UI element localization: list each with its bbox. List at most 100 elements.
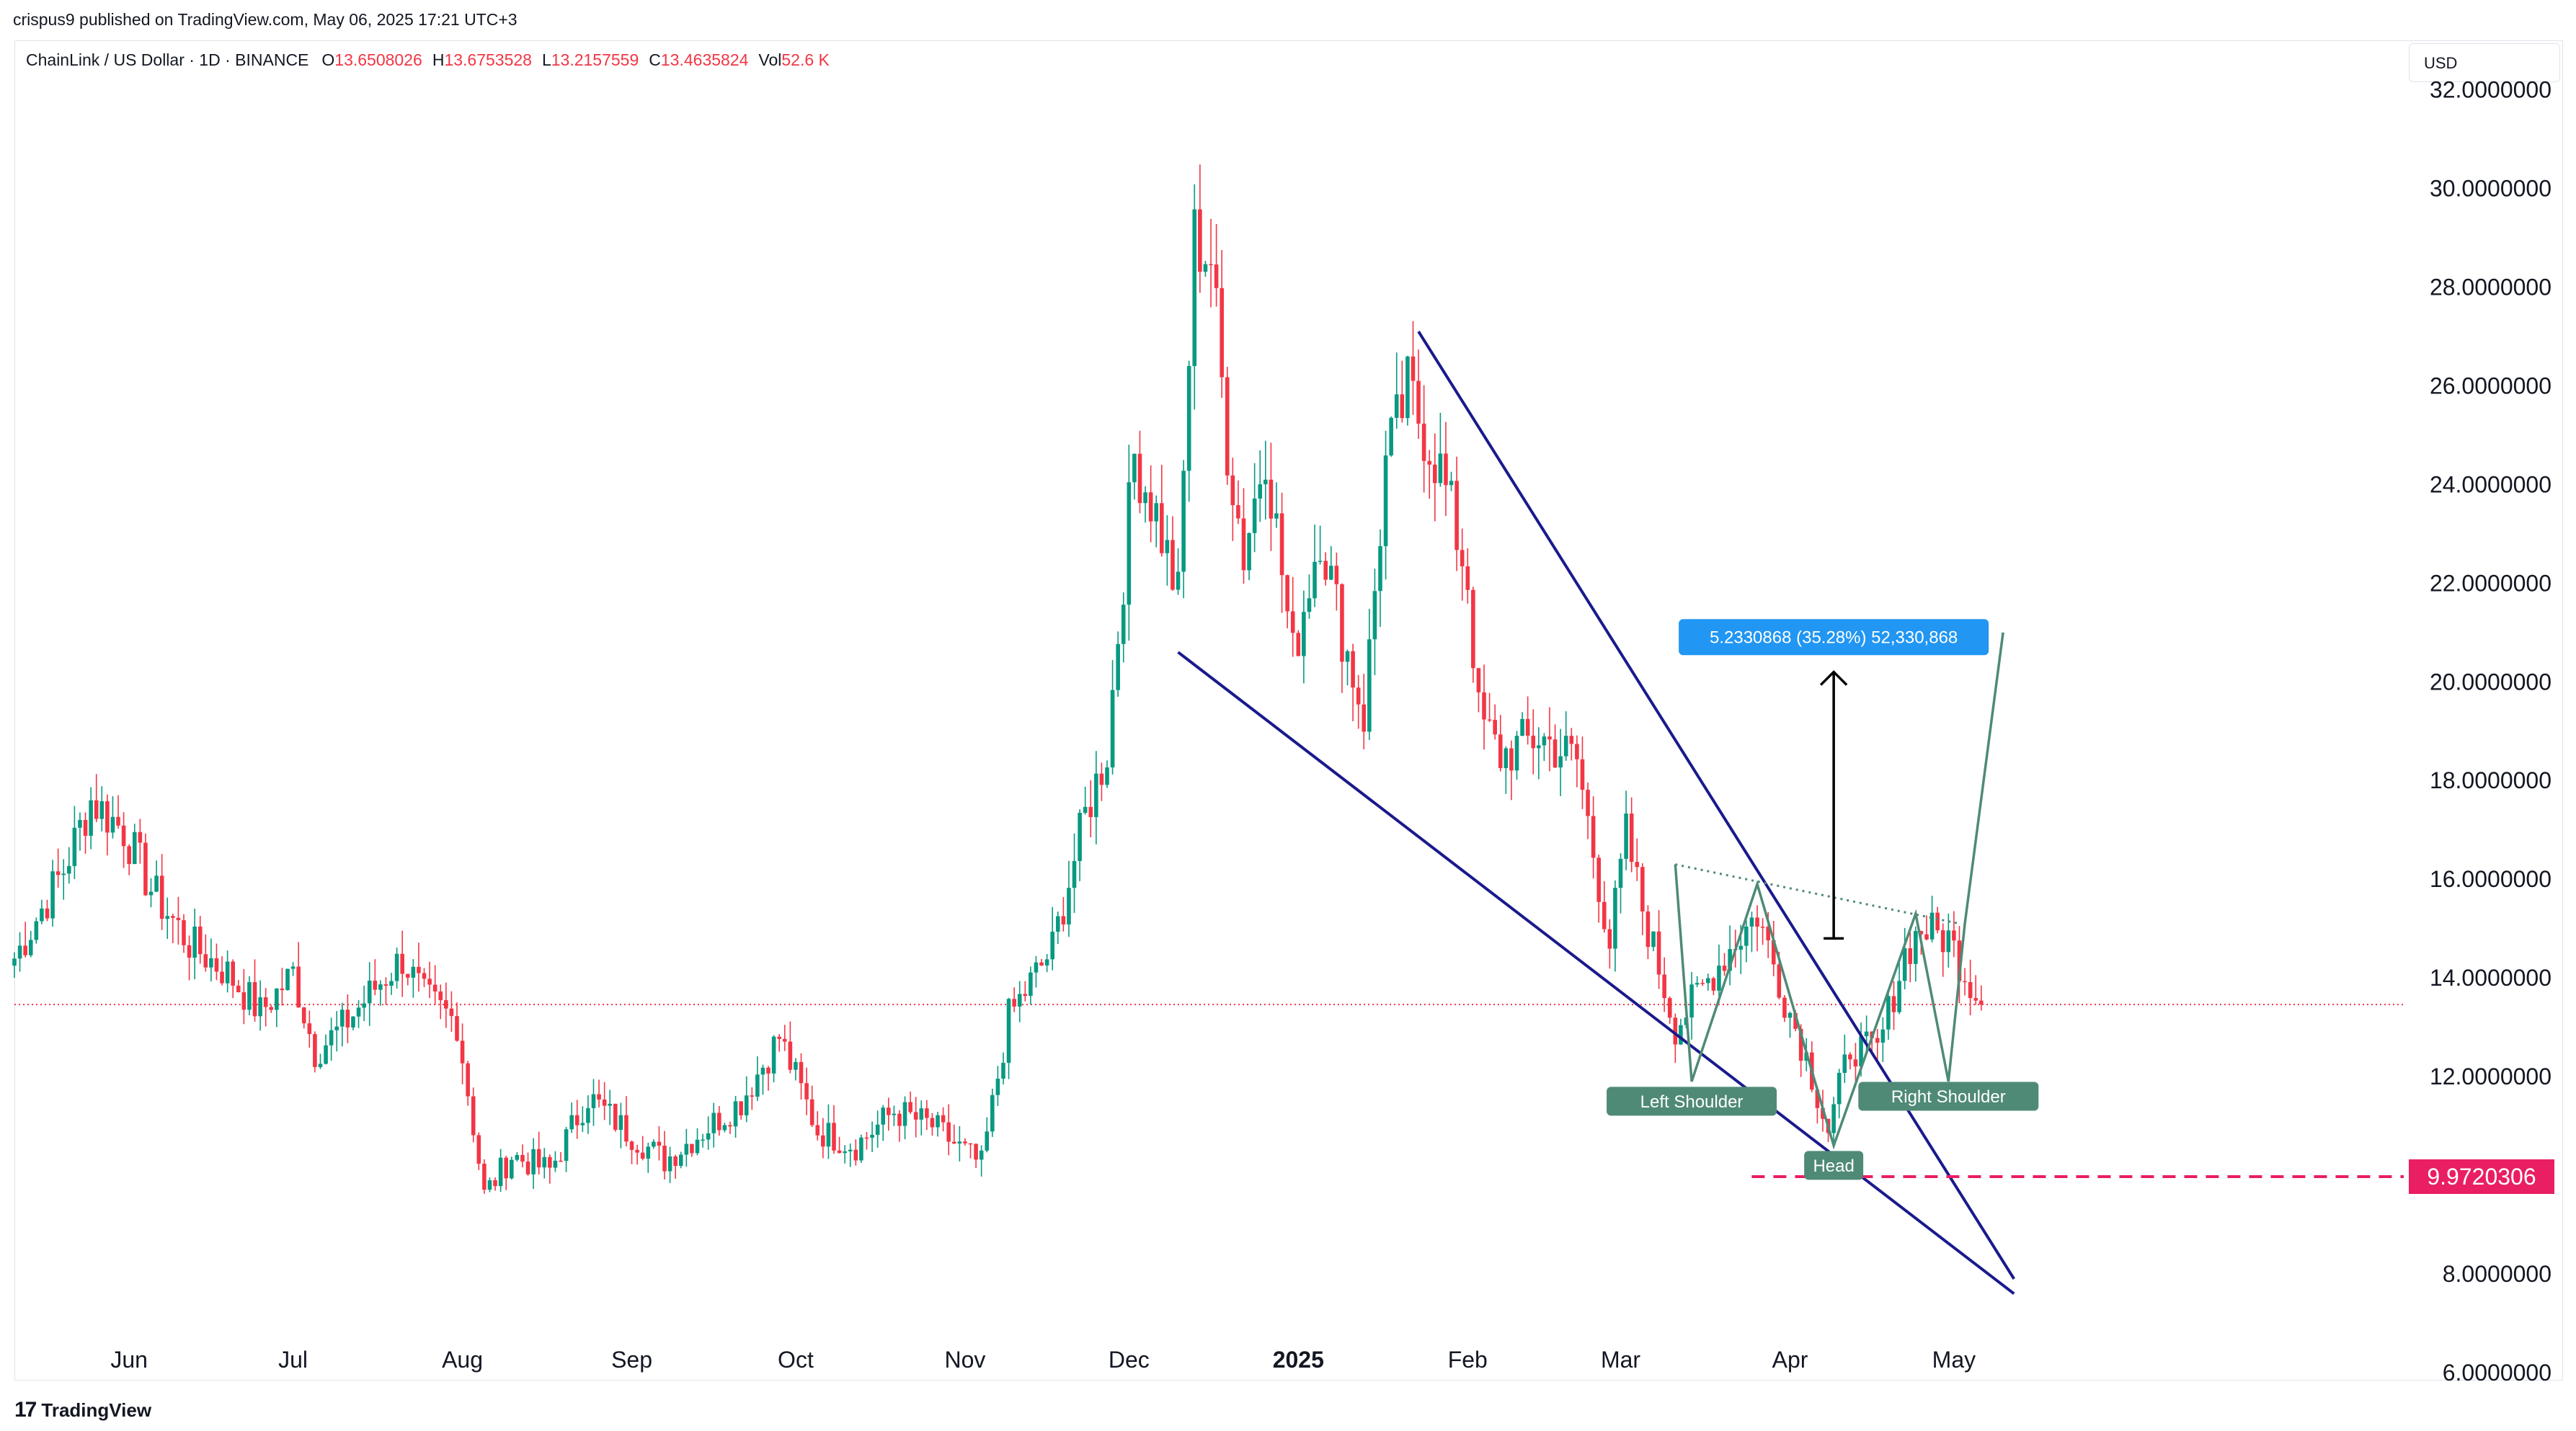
candle-body [897,1113,902,1126]
candle-body [809,1099,814,1125]
candle-body [1897,981,1901,1012]
candle-body [1362,704,1367,732]
candle-body [760,1067,765,1075]
candle-body [629,1141,634,1150]
y-tick-label: 20.0000000 [2430,669,2551,695]
candle-body [520,1154,525,1162]
candle-body [1029,972,1033,997]
candle-body [258,997,262,1017]
candle-body [1378,545,1382,592]
candle-body [214,958,219,972]
candle-body [509,1159,514,1179]
candle-body [652,1141,656,1147]
candle-body [1929,912,1935,940]
candle-body [777,1036,781,1039]
candle-body [197,926,203,955]
candle-body [1351,651,1355,688]
x-axis: Jun Jul Aug Sep Oct Nov Dec 2025 Feb Mar Apr May [110,1347,1976,1373]
candle-body [1952,930,1956,941]
candle-body [231,961,235,986]
candle-body [1460,550,1465,566]
candle-body [1580,759,1585,790]
candle-body [487,1180,492,1190]
candle-body [1176,571,1181,590]
candle-body [1919,931,1924,935]
candle-body [1279,513,1284,576]
candle-body [1121,605,1126,644]
measure-label-text: 5.2330868 (35.28%) 52,330,868 [1710,628,1958,648]
tradingview-brand[interactable]: 17 TradingView [14,1398,151,1422]
candle-body [1340,584,1344,662]
candle-body [1575,744,1579,759]
candle-body [892,1113,897,1115]
candle-body [110,816,115,833]
candle-body [1055,916,1060,932]
candle-body [1607,929,1612,949]
candle-body [171,916,175,918]
volume-value: 52.6 K [781,50,830,69]
x-tick-label: Sep [611,1347,652,1373]
candle-body [99,801,105,819]
candle-body [504,1157,508,1179]
candle-body [859,1137,863,1161]
candle-body [673,1156,678,1167]
candle-body [12,958,17,966]
candle-body [1236,505,1240,519]
candle-body [974,1144,978,1160]
candle-body [411,966,416,978]
candle-body [985,1131,990,1151]
candle-body [1405,356,1410,419]
currency-button[interactable]: USD [2409,43,2560,82]
x-tick-label: Mar [1601,1347,1640,1373]
candle-body [1313,561,1317,599]
candle-body [525,1162,530,1174]
candle-body [1449,481,1454,486]
candle-body [247,982,252,1010]
candle-body [1973,998,1978,1001]
candle-body [329,1030,334,1046]
candle-body [159,875,164,919]
low-key: L [541,50,551,69]
candle-body [275,988,279,1010]
candle-body [1039,962,1044,966]
candle-body [843,1151,847,1154]
candle-body [733,1101,738,1127]
candle-body [1645,911,1651,948]
candle-body [515,1154,520,1160]
candle-body [1935,912,1940,931]
candle-body [1596,857,1601,902]
candle-body [324,1045,328,1064]
candle-body [427,978,432,985]
candle-body [995,1079,1000,1095]
candle-body [449,1008,454,1017]
candle-body [1902,948,1907,981]
candle-body [1706,978,1710,984]
candle-body [220,971,224,984]
candle-body [853,1149,858,1161]
candle-body [941,1115,946,1123]
candle-body [1438,453,1443,483]
x-tick-label: May [1932,1347,1976,1373]
candle-body [815,1125,820,1136]
volume-key: Vol [758,50,782,69]
candle-body [908,1102,912,1113]
candle-body [1793,1012,1798,1029]
candle-body [1220,287,1224,378]
candle-body [1209,264,1213,266]
candle-body [285,968,290,991]
candle-body [782,1038,787,1042]
candle-body [635,1149,639,1153]
candle-body [1487,719,1492,721]
candle-body [1914,931,1918,964]
candle-body [1127,482,1132,605]
symbol-label: ChainLink / US Dollar · 1D · BINANCE [26,50,309,69]
candle-body [1061,916,1066,924]
candle-body [1667,998,1672,1018]
left-shoulder-label-bg [1607,1087,1777,1116]
candle-body [1673,1017,1678,1045]
candle-body [728,1125,732,1127]
candle-body [1569,736,1574,744]
candle-body [1798,1028,1803,1061]
candle-body [618,1115,623,1131]
